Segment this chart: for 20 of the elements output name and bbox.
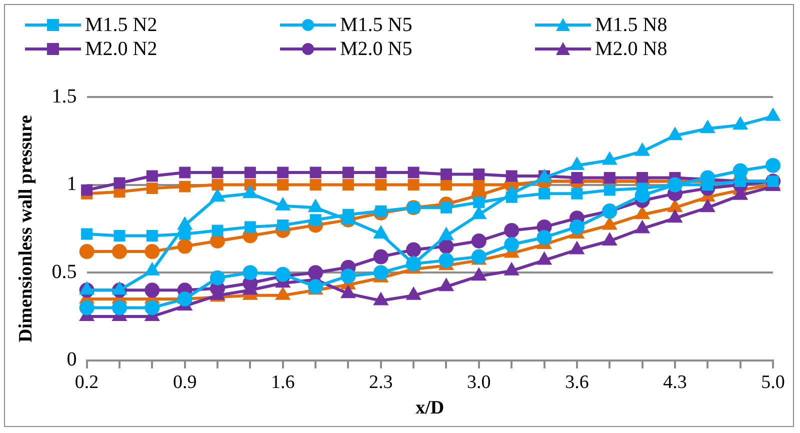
x-tick-label: 1.6 [270,372,295,393]
y-tick-label: 0.5 [52,260,77,283]
legend-label: M2.0 N8 [595,38,668,60]
x-tick-label: 2.3 [369,372,393,393]
y-tick-label: 1 [66,173,77,196]
x-tick-label: 0.2 [74,372,99,393]
legend-label: M1.5 N8 [595,14,668,36]
legend-label: M1.5 N2 [85,14,158,36]
x-axis-title: x/D [416,398,444,419]
x-tick-label: 5.0 [761,372,785,393]
x-tick-label: 0.9 [172,372,197,393]
legend-label: M2.0 N5 [340,38,412,60]
x-tick-label: 3.6 [565,372,589,393]
y-tick-label: 1.5 [52,85,77,108]
x-tick-label: 4.3 [663,372,687,393]
legend-label: M1.5 N5 [340,14,412,36]
y-axis-title: Dimensionless wall pressure [15,115,36,342]
x-tick-label: 3.0 [467,372,491,393]
legend-label: M2.0 N2 [85,38,158,60]
y-tick-label: 0 [66,348,77,371]
